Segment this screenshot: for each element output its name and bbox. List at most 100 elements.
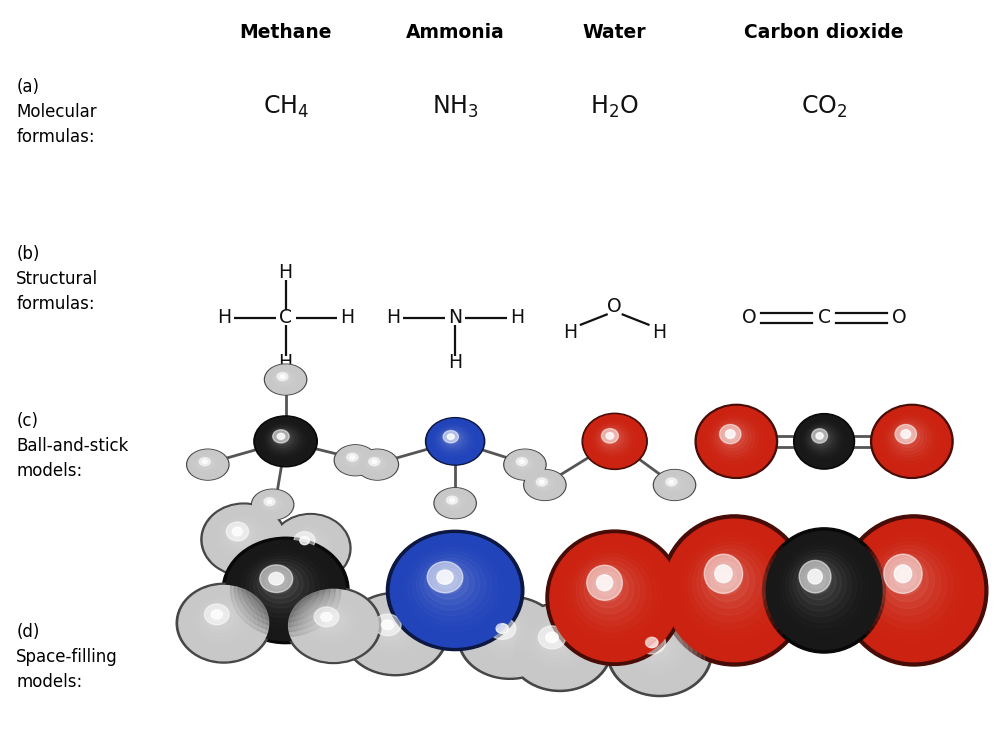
Ellipse shape [440, 429, 466, 450]
Ellipse shape [281, 376, 284, 378]
Ellipse shape [639, 633, 670, 658]
Ellipse shape [588, 418, 640, 464]
Ellipse shape [441, 493, 468, 512]
Ellipse shape [592, 572, 622, 602]
Ellipse shape [304, 601, 359, 645]
Ellipse shape [261, 496, 282, 511]
Ellipse shape [266, 499, 275, 506]
Ellipse shape [664, 477, 682, 491]
Ellipse shape [381, 620, 394, 630]
Ellipse shape [816, 433, 823, 439]
Ellipse shape [318, 611, 339, 628]
Ellipse shape [278, 520, 342, 575]
Ellipse shape [719, 570, 730, 581]
Ellipse shape [782, 546, 862, 628]
Ellipse shape [346, 453, 361, 464]
Ellipse shape [273, 431, 292, 445]
Ellipse shape [789, 553, 852, 617]
Ellipse shape [427, 419, 483, 464]
Ellipse shape [514, 609, 606, 685]
Text: H: H [652, 323, 667, 342]
Ellipse shape [279, 435, 284, 439]
Ellipse shape [258, 494, 286, 514]
Ellipse shape [437, 490, 473, 517]
Ellipse shape [812, 574, 821, 583]
Ellipse shape [347, 453, 358, 461]
Ellipse shape [706, 413, 765, 467]
Ellipse shape [468, 604, 551, 670]
Ellipse shape [536, 478, 547, 486]
Ellipse shape [450, 499, 455, 502]
Ellipse shape [516, 458, 531, 469]
Ellipse shape [484, 615, 529, 651]
Ellipse shape [268, 426, 300, 453]
Ellipse shape [850, 525, 978, 656]
Ellipse shape [268, 501, 271, 503]
Ellipse shape [601, 580, 611, 589]
Ellipse shape [441, 575, 451, 583]
Ellipse shape [795, 415, 853, 467]
Ellipse shape [285, 526, 332, 566]
Ellipse shape [899, 570, 910, 581]
Ellipse shape [435, 488, 475, 518]
Ellipse shape [584, 565, 634, 614]
Ellipse shape [584, 415, 645, 468]
Ellipse shape [267, 500, 273, 504]
Ellipse shape [596, 575, 613, 591]
Ellipse shape [447, 434, 456, 441]
Ellipse shape [872, 545, 947, 622]
Ellipse shape [269, 573, 287, 588]
Ellipse shape [357, 450, 397, 479]
Ellipse shape [509, 453, 540, 475]
Ellipse shape [437, 571, 457, 588]
Ellipse shape [257, 493, 287, 515]
Ellipse shape [804, 567, 831, 594]
Ellipse shape [809, 427, 835, 451]
Ellipse shape [307, 603, 355, 641]
Ellipse shape [670, 481, 673, 483]
Ellipse shape [666, 479, 679, 488]
Ellipse shape [535, 477, 551, 489]
Ellipse shape [346, 595, 445, 673]
Ellipse shape [881, 413, 941, 467]
Ellipse shape [433, 568, 463, 594]
Ellipse shape [257, 564, 303, 603]
Ellipse shape [697, 550, 761, 615]
Ellipse shape [300, 537, 309, 545]
Ellipse shape [527, 618, 588, 669]
Ellipse shape [868, 542, 953, 629]
Text: $\mathregular{CO_2}$: $\mathregular{CO_2}$ [801, 93, 847, 120]
Ellipse shape [362, 453, 392, 475]
Ellipse shape [728, 432, 734, 437]
Ellipse shape [200, 602, 241, 637]
Ellipse shape [222, 520, 259, 551]
Ellipse shape [360, 452, 394, 477]
Ellipse shape [798, 418, 851, 466]
Ellipse shape [212, 512, 274, 564]
Ellipse shape [521, 461, 524, 463]
Ellipse shape [182, 588, 265, 658]
Text: C: C [818, 308, 831, 327]
Ellipse shape [231, 545, 341, 637]
Ellipse shape [254, 416, 317, 466]
Ellipse shape [341, 450, 368, 469]
Ellipse shape [539, 480, 544, 484]
Ellipse shape [505, 450, 545, 479]
Ellipse shape [534, 477, 553, 491]
Text: H: H [340, 308, 354, 327]
Ellipse shape [442, 493, 466, 511]
Ellipse shape [280, 375, 286, 380]
Ellipse shape [679, 533, 786, 642]
Ellipse shape [340, 449, 370, 471]
Text: C: C [279, 308, 292, 327]
Ellipse shape [461, 599, 559, 677]
Ellipse shape [203, 505, 284, 574]
Ellipse shape [203, 604, 237, 633]
Ellipse shape [896, 426, 920, 447]
Ellipse shape [429, 564, 469, 599]
Ellipse shape [706, 558, 749, 602]
Ellipse shape [894, 566, 916, 588]
Ellipse shape [550, 534, 680, 661]
Ellipse shape [382, 620, 397, 633]
Ellipse shape [204, 461, 207, 463]
